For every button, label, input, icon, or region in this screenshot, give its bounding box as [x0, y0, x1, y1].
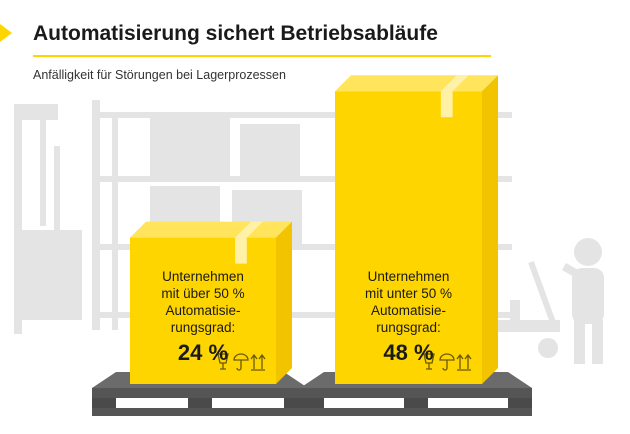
fragile-icon — [423, 353, 435, 370]
title-underline — [33, 55, 491, 57]
this-side-up-icon — [456, 353, 472, 371]
umbrella-icon — [233, 353, 249, 371]
tape-strip — [235, 221, 263, 238]
forklift-icon — [14, 104, 82, 334]
pallet-block — [300, 398, 324, 408]
bar-top — [335, 75, 498, 92]
box-label-line: rungsgrad: — [376, 320, 441, 335]
bar-front — [335, 91, 482, 384]
data-label: 24 % — [177, 340, 229, 365]
pallet-block — [508, 398, 532, 408]
pallet-deck — [300, 388, 532, 398]
bar — [335, 75, 498, 384]
box-label-line: mit über 50 % — [161, 286, 245, 301]
box-label-line: rungsgrad: — [170, 320, 236, 335]
chart-title: Automatisierung sichert Betriebsabläufe — [33, 22, 438, 45]
box-label-line: Unternehmen — [367, 269, 450, 284]
pallet-base — [92, 408, 308, 416]
chart-subtitle: Anfälligkeit für Störungen bei Lagerproz… — [33, 68, 286, 82]
pallet-block — [92, 398, 116, 408]
title-marker — [0, 24, 12, 42]
bar — [130, 221, 292, 384]
box-label-2: Unternehmen mit unter 50 % Automatisie- … — [335, 268, 482, 366]
bar-side — [276, 221, 292, 384]
pallet-block — [404, 398, 428, 408]
box-label-line: Automatisie- — [370, 303, 447, 318]
bar-front — [130, 237, 276, 384]
bars — [130, 75, 498, 384]
box-label-1: Unternehmen mit über 50 % Automatisie- r… — [130, 268, 276, 366]
this-side-up-icon — [250, 353, 266, 371]
data-label: 48 % — [383, 340, 434, 365]
worker-icon — [562, 238, 604, 364]
pallet-block — [284, 398, 308, 408]
pallet-block — [188, 398, 212, 408]
box-label-line: Unternehmen — [162, 269, 244, 284]
fragile-icon — [217, 353, 229, 370]
bar-side — [482, 75, 498, 384]
tape-strip — [440, 75, 469, 92]
tape-strip — [235, 237, 247, 264]
pallet-base — [300, 408, 532, 416]
warehouse-background — [14, 100, 604, 364]
care-icons — [217, 353, 266, 371]
bar-top — [130, 221, 292, 238]
care-icons — [423, 353, 472, 371]
umbrella-icon — [439, 353, 455, 371]
box-label-line: mit unter 50 % — [364, 286, 453, 301]
box-label-line: Automatisie- — [165, 303, 241, 318]
tape-strip — [440, 91, 453, 118]
pallet-deck — [92, 388, 308, 398]
